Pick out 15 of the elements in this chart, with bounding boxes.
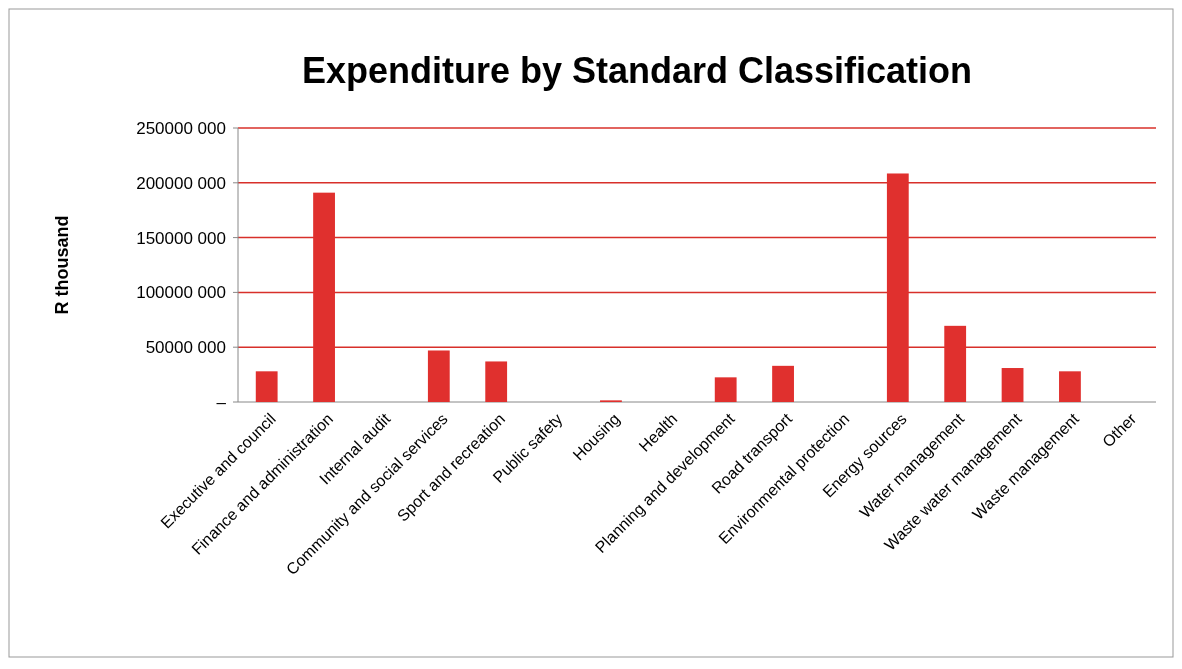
y-tick-label: 200000 000: [136, 173, 226, 193]
y-tick-label: –: [216, 392, 227, 412]
bar: [427, 350, 450, 402]
y-tick-label: 50000 000: [145, 338, 226, 358]
y-tick-label: 250000 000: [136, 118, 226, 138]
bar: [485, 361, 508, 402]
bar: [1001, 368, 1024, 402]
chart-title: Expenditure by Standard Classification: [301, 50, 973, 91]
y-tick-label: 150000 000: [136, 228, 226, 248]
y-axis-title: R thousand: [52, 215, 72, 315]
bar: [772, 365, 794, 402]
bar: [714, 377, 737, 402]
bar: [255, 371, 278, 402]
bar: [1059, 371, 1081, 402]
y-tick-label: 100000 000: [136, 283, 226, 303]
